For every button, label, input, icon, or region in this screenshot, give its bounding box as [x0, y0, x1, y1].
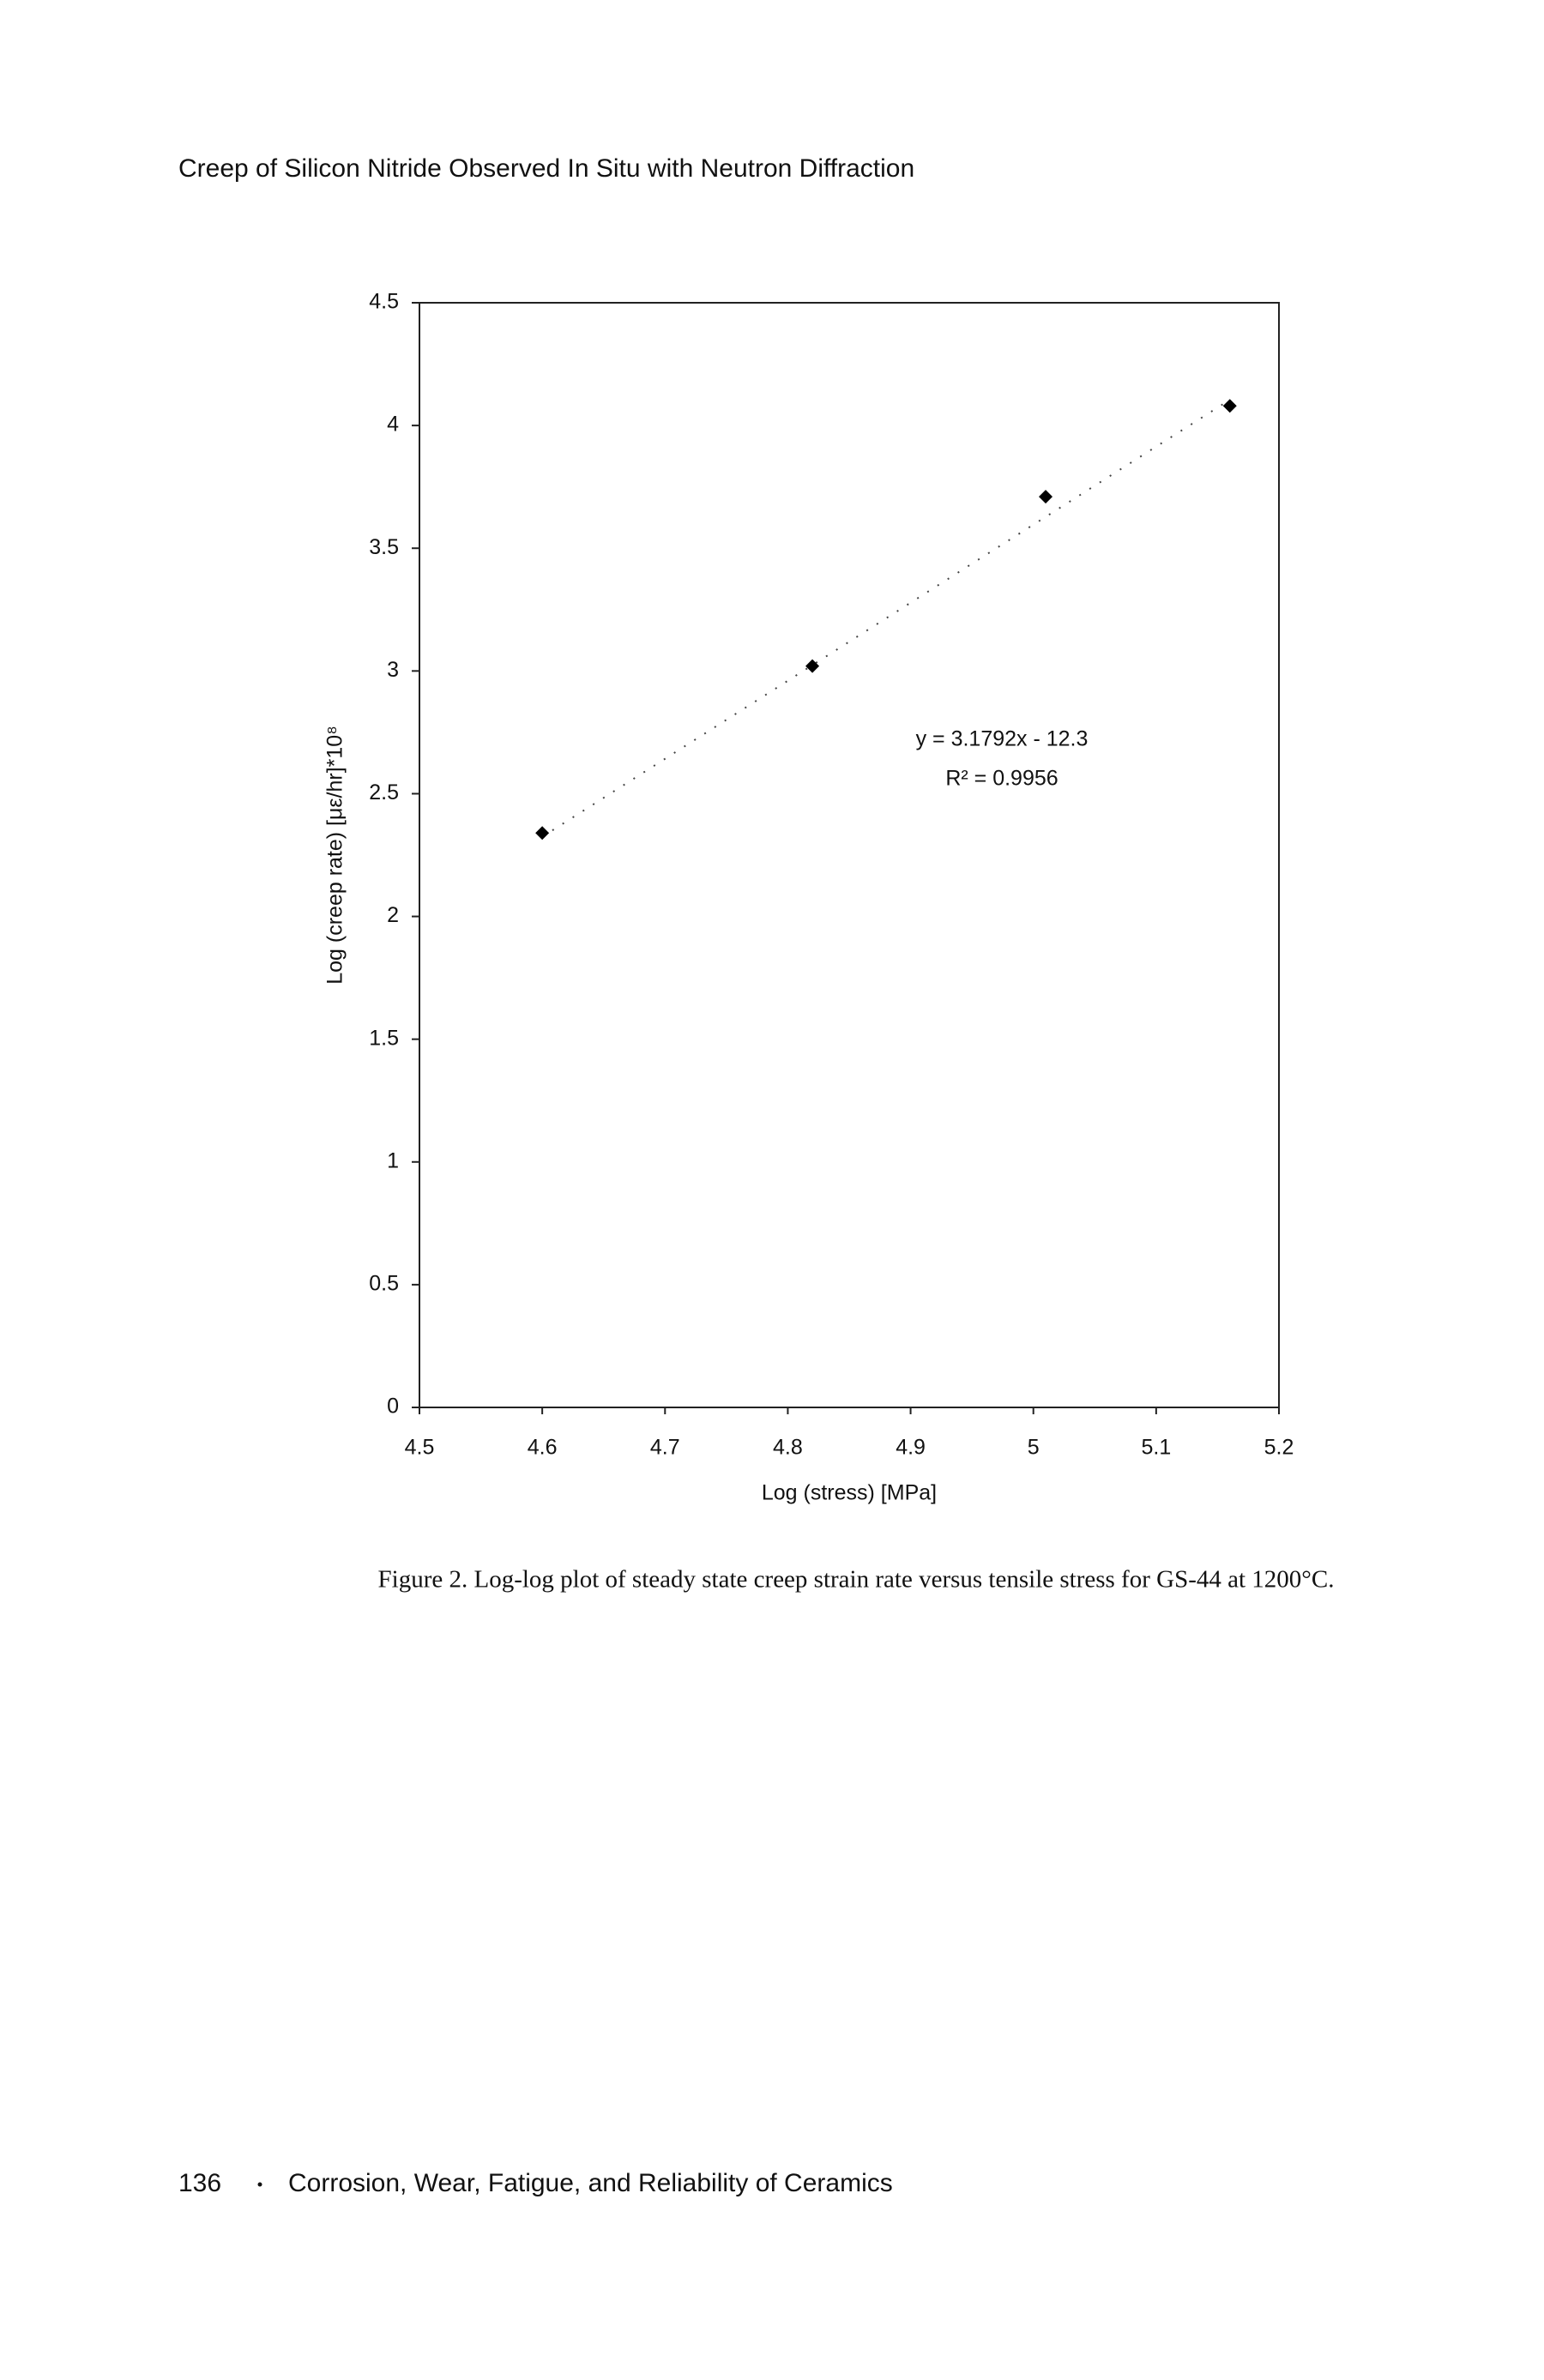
y-tick-label: 1.5: [369, 1026, 399, 1050]
y-tick-label: 2.5: [369, 780, 399, 804]
data-point: [805, 659, 820, 673]
x-tick-label: 4.7: [650, 1436, 680, 1460]
chart: 0 0.5 1 1.5 2 2.5 3 3.5 4 4.5 4.5 4.6 4.7 4.8 4.9 5 5.1 5…: [323, 290, 1294, 1505]
x-tick-label: 5.1: [1141, 1436, 1171, 1460]
running-header: Creep of Silicon Nitride Observed In Sit…: [178, 154, 914, 183]
plot-frame: [419, 302, 1280, 1408]
y-tick-label: 4.5: [369, 290, 399, 314]
x-tick-label: 4.8: [773, 1436, 803, 1460]
y-tick-label: 3.5: [369, 535, 399, 559]
y-tick-label: 0.5: [369, 1271, 399, 1295]
x-tick-label: 5: [1028, 1436, 1040, 1460]
y-tick-label: 4: [387, 413, 399, 437]
x-tick-label: 4.9: [896, 1436, 926, 1460]
x-axis-title: Log (stress) [MPa]: [762, 1481, 937, 1505]
y-tick-label: 0: [387, 1395, 399, 1419]
y-axis-title: Log (creep rate) [με/hr]*10⁸: [323, 726, 347, 985]
data-point: [1222, 399, 1237, 413]
y-tick-label: 2: [387, 903, 399, 927]
running-footer: Corrosion, Wear, Fatigue, and Reliabilit…: [288, 2169, 893, 2197]
trendline-equation: y = 3.1792x - 12.3: [916, 727, 1089, 751]
separator-dot: [257, 2182, 262, 2187]
trendline-r2: R² = 0.9956: [945, 767, 1058, 791]
y-tick-label: 3: [387, 658, 399, 682]
figure-caption: Figure 2. Log-log plot of steady state c…: [378, 1566, 1335, 1594]
x-tick-label: 4.6: [528, 1436, 558, 1460]
data-point: [1039, 490, 1053, 504]
x-tick-label: 4.5: [405, 1436, 435, 1460]
x-tick-label: 5.2: [1264, 1436, 1294, 1460]
page-number: 136: [178, 2169, 221, 2197]
data-point: [535, 826, 550, 841]
y-tick-label: 1: [387, 1148, 399, 1172]
